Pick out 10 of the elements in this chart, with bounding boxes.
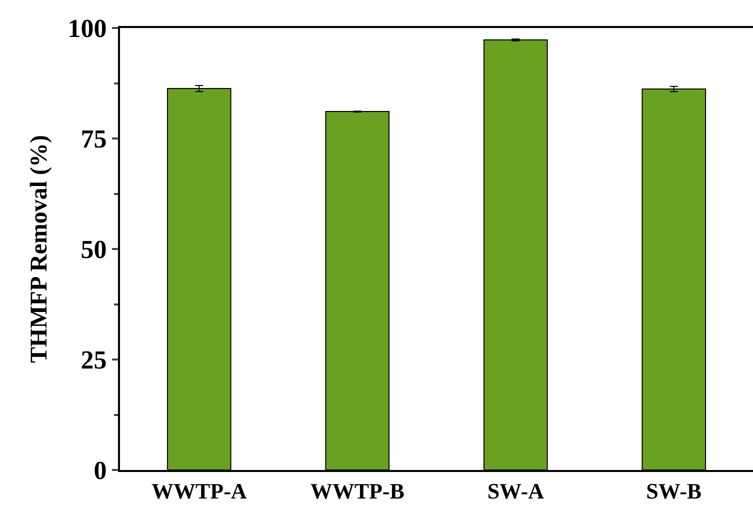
x-tick-label: WWTP-A: [151, 478, 247, 504]
y-tick-label: 50: [80, 235, 107, 264]
y-tick-label: 100: [68, 14, 107, 44]
x-tick-label: SW-B: [646, 478, 702, 504]
y-tick-label: 75: [80, 124, 107, 154]
y-tick-label: 0: [94, 456, 107, 486]
x-tick-label: WWTP-B: [310, 478, 405, 504]
x-tick-label: SW-A: [487, 478, 544, 504]
y-tick-label: 25: [80, 346, 107, 375]
y-axis-title: THMFP Removal (%): [26, 135, 52, 363]
